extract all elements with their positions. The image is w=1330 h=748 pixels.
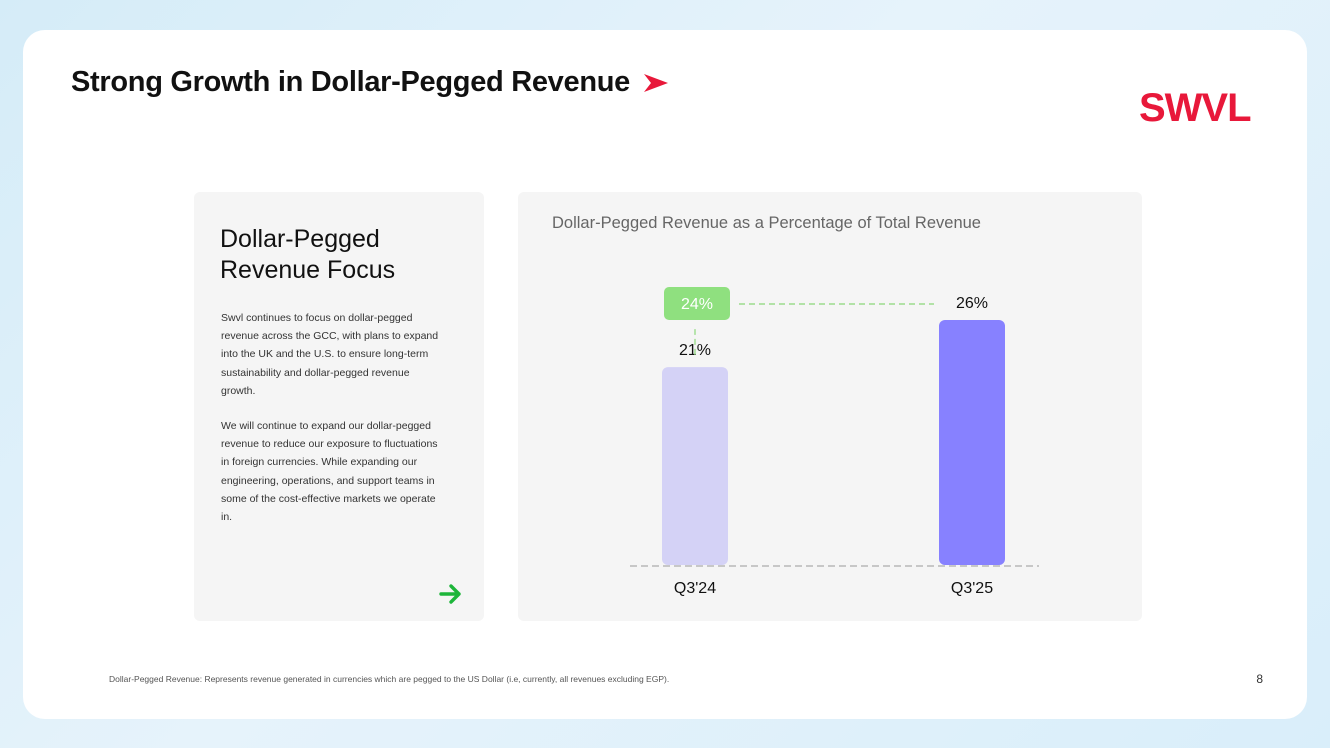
chart-title: Dollar-Pegged Revenue as a Percentage of… xyxy=(552,214,981,232)
category-label-0: Q3'24 xyxy=(674,580,716,597)
bar-value-label-1: 26% xyxy=(956,295,988,312)
focus-paragraph-1: Swvl continues to focus on dollar-pegged… xyxy=(221,312,439,397)
focus-heading: Dollar-Pegged Revenue Focus xyxy=(220,225,396,284)
arrow-right-icon[interactable] xyxy=(438,581,464,612)
focus-paragraph-2: We will continue to expand our dollar-pe… xyxy=(221,420,438,524)
swvl-logo-mark: SWVL xyxy=(1139,86,1252,130)
page-number: 8 xyxy=(1256,672,1263,686)
chart-card: Dollar-Pegged Revenue as a Percentage of… xyxy=(518,192,1142,621)
bar-0 xyxy=(662,367,728,565)
swvl-logo: SWVL xyxy=(1139,86,1257,131)
annotation-badge xyxy=(664,287,730,320)
slide-title: Strong Growth in Dollar-Pegged Revenue xyxy=(71,66,630,98)
footnote: Dollar-Pegged Revenue: Represents revenu… xyxy=(109,674,670,684)
bar-1 xyxy=(939,320,1005,565)
chevron-right-icon xyxy=(644,73,668,92)
slide-title-row: Strong Growth in Dollar-Pegged Revenue xyxy=(71,66,670,99)
category-label-1: Q3'25 xyxy=(951,580,993,597)
logo-text: SWVL xyxy=(1139,88,1251,126)
slide: Strong Growth in Dollar-Pegged Revenue S… xyxy=(23,30,1307,719)
annotation-label: 24% xyxy=(681,296,713,313)
focus-card: Dollar-Pegged Revenue Focus Swvl continu… xyxy=(194,192,484,621)
